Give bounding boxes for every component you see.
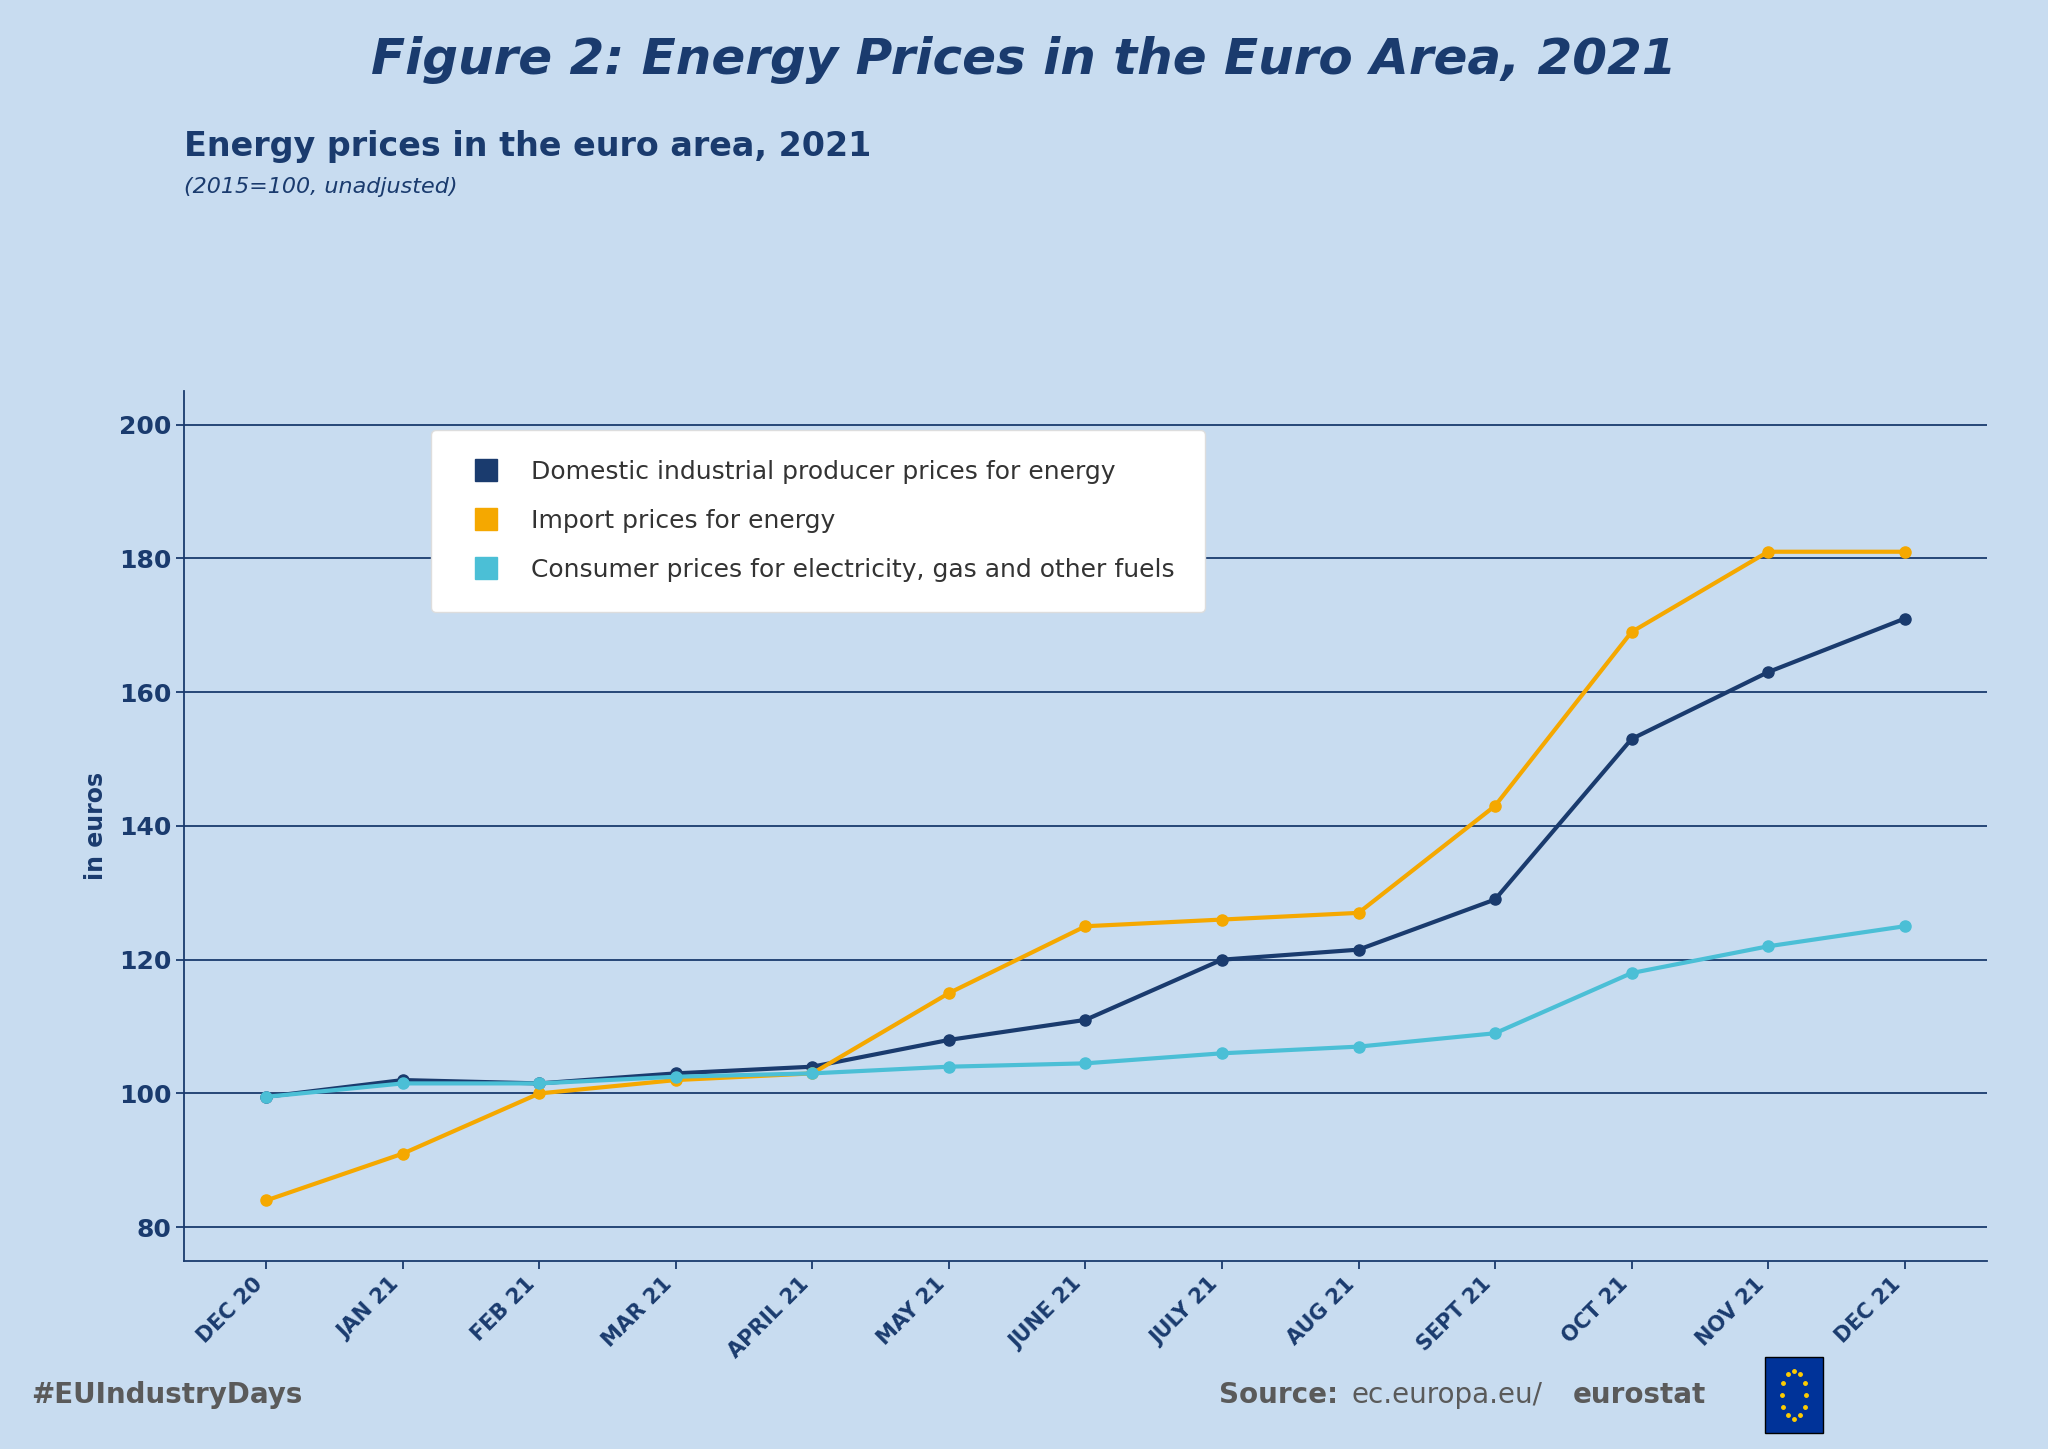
Domestic industrial producer prices for energy	[1210, 951, 1235, 968]
Text: Source:: Source:	[1219, 1381, 1337, 1408]
Consumer prices for electricity, gas and other fuels	[391, 1075, 416, 1093]
Domestic industrial producer prices for energy	[664, 1065, 688, 1082]
Domestic industrial producer prices for energy	[1755, 664, 1780, 681]
Consumer prices for electricity, gas and other fuels	[1755, 938, 1780, 955]
Domestic industrial producer prices for energy	[526, 1075, 551, 1093]
Consumer prices for electricity, gas and other fuels	[254, 1088, 279, 1106]
Import prices for energy	[1073, 917, 1098, 935]
Consumer prices for electricity, gas and other fuels	[936, 1058, 961, 1075]
Y-axis label: in euros: in euros	[84, 772, 106, 880]
Consumer prices for electricity, gas and other fuels	[1892, 917, 1917, 935]
Import prices for energy	[936, 984, 961, 1001]
Consumer prices for electricity, gas and other fuels	[1620, 965, 1645, 982]
Domestic industrial producer prices for energy	[254, 1088, 279, 1106]
Consumer prices for electricity, gas and other fuels	[1073, 1055, 1098, 1072]
Import prices for energy	[801, 1065, 825, 1082]
Domestic industrial producer prices for energy	[1483, 891, 1507, 909]
Line: Import prices for energy: Import prices for energy	[260, 546, 1911, 1206]
Domestic industrial producer prices for energy	[1073, 1011, 1098, 1029]
Import prices for energy	[1892, 543, 1917, 561]
Consumer prices for electricity, gas and other fuels	[526, 1075, 551, 1093]
Consumer prices for electricity, gas and other fuels	[1483, 1024, 1507, 1042]
Consumer prices for electricity, gas and other fuels	[801, 1065, 825, 1082]
Consumer prices for electricity, gas and other fuels	[1346, 1037, 1370, 1055]
Import prices for energy	[1210, 911, 1235, 929]
Domestic industrial producer prices for energy	[936, 1032, 961, 1049]
Import prices for energy	[1346, 904, 1370, 922]
Import prices for energy	[1755, 543, 1780, 561]
Domestic industrial producer prices for energy	[1892, 610, 1917, 627]
Text: ec.europa.eu/: ec.europa.eu/	[1352, 1381, 1542, 1408]
Import prices for energy	[391, 1145, 416, 1162]
Import prices for energy	[1620, 623, 1645, 640]
Consumer prices for electricity, gas and other fuels	[664, 1068, 688, 1085]
Text: Energy prices in the euro area, 2021: Energy prices in the euro area, 2021	[184, 130, 872, 164]
Line: Domestic industrial producer prices for energy: Domestic industrial producer prices for …	[260, 613, 1911, 1103]
Text: eurostat: eurostat	[1573, 1381, 1706, 1408]
Consumer prices for electricity, gas and other fuels	[1210, 1045, 1235, 1062]
Line: Consumer prices for electricity, gas and other fuels: Consumer prices for electricity, gas and…	[260, 920, 1911, 1103]
Text: Figure 2: Energy Prices in the Euro Area, 2021: Figure 2: Energy Prices in the Euro Area…	[371, 36, 1677, 84]
Domestic industrial producer prices for energy	[1346, 940, 1370, 958]
Text: (2015=100, unadjusted): (2015=100, unadjusted)	[184, 177, 459, 197]
Domestic industrial producer prices for energy	[1620, 730, 1645, 748]
Import prices for energy	[1483, 797, 1507, 814]
Import prices for energy	[526, 1085, 551, 1103]
Domestic industrial producer prices for energy	[801, 1058, 825, 1075]
Import prices for energy	[664, 1071, 688, 1088]
Import prices for energy	[254, 1191, 279, 1208]
Text: #EUIndustryDays: #EUIndustryDays	[31, 1381, 303, 1408]
Legend: Domestic industrial producer prices for energy, Import prices for energy, Consum: Domestic industrial producer prices for …	[432, 430, 1204, 611]
Domestic industrial producer prices for energy	[391, 1071, 416, 1088]
FancyBboxPatch shape	[1765, 1356, 1823, 1433]
